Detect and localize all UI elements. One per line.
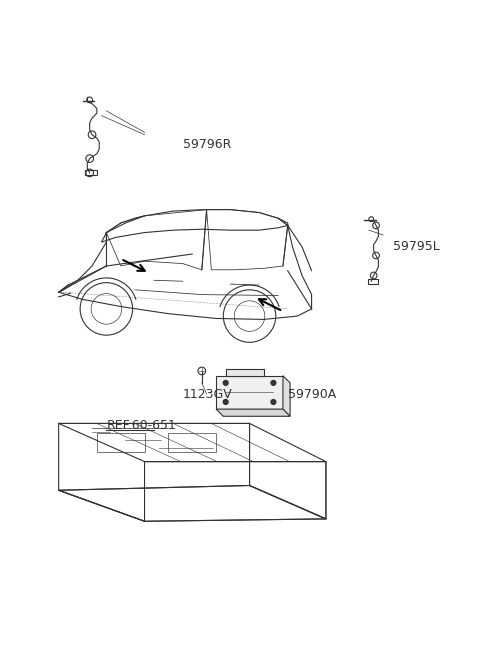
Circle shape bbox=[223, 400, 228, 404]
Text: 59796R: 59796R bbox=[183, 138, 231, 151]
Bar bbox=[368, 279, 378, 284]
Text: REF.60-651: REF.60-651 bbox=[107, 419, 176, 432]
Text: 59795L: 59795L bbox=[393, 240, 440, 253]
Text: 59790A: 59790A bbox=[288, 388, 336, 401]
Circle shape bbox=[271, 400, 276, 404]
Text: 1123GV: 1123GV bbox=[183, 388, 232, 401]
Bar bbox=[216, 376, 283, 409]
Bar bbox=[85, 169, 97, 175]
Polygon shape bbox=[283, 376, 290, 417]
Bar bbox=[226, 369, 264, 376]
Circle shape bbox=[223, 380, 228, 385]
Circle shape bbox=[271, 380, 276, 385]
Polygon shape bbox=[216, 409, 290, 417]
Bar bbox=[168, 433, 216, 452]
Bar bbox=[97, 433, 144, 452]
